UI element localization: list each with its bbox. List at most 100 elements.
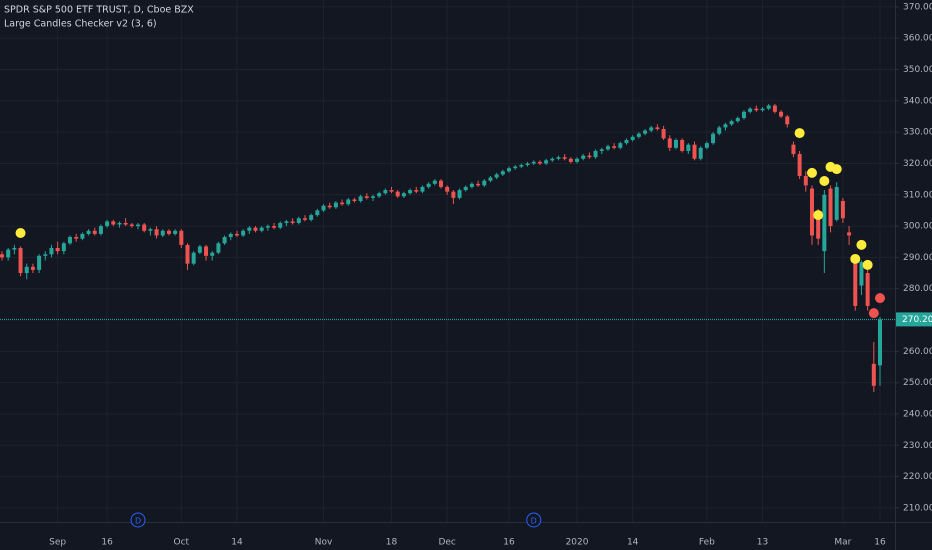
candle-body bbox=[748, 108, 753, 112]
candle-body bbox=[587, 155, 592, 158]
candle-body bbox=[698, 147, 703, 159]
candle-body bbox=[148, 229, 153, 231]
x-tick-label: 16 bbox=[874, 538, 886, 548]
y-tick-label: 330.00 bbox=[903, 128, 932, 138]
candle-body bbox=[395, 191, 400, 197]
candle-body bbox=[352, 199, 357, 202]
candle-body bbox=[605, 146, 610, 150]
candle-body bbox=[136, 224, 141, 227]
candle-body bbox=[822, 194, 827, 252]
y-tick-label: 350.00 bbox=[903, 65, 932, 75]
y-tick-label: 260.00 bbox=[903, 347, 932, 357]
candle-body bbox=[624, 139, 629, 144]
candle-body bbox=[661, 129, 666, 139]
y-tick-label: 240.00 bbox=[903, 409, 932, 419]
y-tick-label: 340.00 bbox=[903, 96, 932, 106]
candle-body bbox=[840, 201, 845, 219]
candle-body bbox=[500, 171, 505, 175]
candle-body bbox=[704, 143, 709, 148]
candle-body bbox=[129, 224, 134, 227]
candle-body bbox=[272, 226, 277, 228]
candle-body bbox=[581, 155, 586, 159]
candle-body bbox=[49, 248, 54, 255]
candle-body bbox=[204, 246, 209, 256]
x-tick-label: 13 bbox=[757, 538, 768, 548]
candle-body bbox=[673, 139, 678, 148]
candle-body bbox=[346, 199, 351, 205]
y-tick-label: 300.00 bbox=[903, 222, 932, 232]
candle-body bbox=[537, 161, 542, 164]
candle-body bbox=[865, 273, 870, 306]
candle-body bbox=[30, 266, 35, 270]
indicator-label: Large Candles Checker v2 (3, 6) bbox=[4, 19, 157, 30]
x-tick-label: Nov bbox=[315, 538, 333, 548]
candle-body bbox=[290, 221, 295, 223]
candle-body bbox=[426, 183, 431, 187]
candle-body bbox=[593, 150, 598, 158]
candle-body bbox=[754, 108, 759, 111]
candle-body bbox=[531, 161, 536, 164]
signal-dot bbox=[856, 239, 867, 250]
candle-body bbox=[80, 233, 85, 239]
candle-body bbox=[92, 230, 97, 234]
candle-body bbox=[370, 196, 375, 198]
candle-body bbox=[469, 183, 474, 187]
y-tick-label: 280.00 bbox=[903, 284, 932, 294]
candle-body bbox=[408, 190, 413, 194]
candle-body bbox=[482, 180, 487, 186]
candle-body bbox=[228, 233, 233, 238]
candle-body bbox=[760, 108, 765, 111]
candle-body bbox=[766, 105, 771, 109]
candle-body bbox=[117, 222, 122, 225]
candle-body bbox=[389, 190, 394, 192]
candle-body bbox=[680, 139, 685, 151]
candle-body bbox=[779, 111, 784, 117]
candle-body bbox=[871, 363, 876, 386]
candle-body bbox=[803, 175, 808, 186]
candle-body bbox=[457, 190, 462, 198]
candle-body bbox=[179, 230, 184, 245]
event-marker bbox=[130, 512, 146, 528]
candle-body bbox=[612, 146, 617, 148]
candle-body bbox=[772, 105, 777, 112]
signal-dot bbox=[831, 164, 842, 175]
candle-body bbox=[265, 226, 270, 228]
x-tick-label: 2020 bbox=[566, 538, 589, 548]
candle-body bbox=[216, 243, 221, 253]
x-tick-label: 16 bbox=[101, 538, 113, 548]
candle-body bbox=[550, 158, 555, 161]
candle-body bbox=[785, 116, 790, 125]
candle-body bbox=[797, 154, 802, 176]
x-tick-label: Sep bbox=[49, 538, 66, 548]
candle-body bbox=[358, 196, 363, 202]
y-tick-label: 320.00 bbox=[903, 159, 932, 169]
candle-body bbox=[878, 319, 882, 366]
candle-body bbox=[321, 205, 326, 211]
candle-body bbox=[575, 158, 580, 162]
candle-body bbox=[302, 218, 307, 220]
candle-body bbox=[519, 165, 524, 167]
candle-body bbox=[692, 144, 697, 159]
candle-body bbox=[98, 226, 103, 234]
candle-body bbox=[296, 218, 301, 223]
candle-body bbox=[667, 138, 672, 148]
candle-body bbox=[37, 255, 42, 270]
candle-body bbox=[556, 157, 561, 159]
candle-body bbox=[241, 230, 246, 236]
candle-body bbox=[377, 193, 382, 197]
candle-body bbox=[74, 237, 79, 239]
signal-dot bbox=[15, 227, 26, 238]
candle-body bbox=[853, 263, 858, 306]
y-tick-label: 310.00 bbox=[903, 190, 932, 200]
x-tick-label: Dec bbox=[438, 538, 455, 548]
signal-dot bbox=[806, 167, 817, 178]
candle-body bbox=[729, 121, 734, 125]
candle-body bbox=[562, 157, 567, 159]
candle-body bbox=[12, 248, 17, 250]
candle-body bbox=[741, 111, 746, 119]
candle-body bbox=[284, 221, 289, 223]
candle-body bbox=[43, 254, 48, 256]
candle-body bbox=[123, 222, 128, 225]
